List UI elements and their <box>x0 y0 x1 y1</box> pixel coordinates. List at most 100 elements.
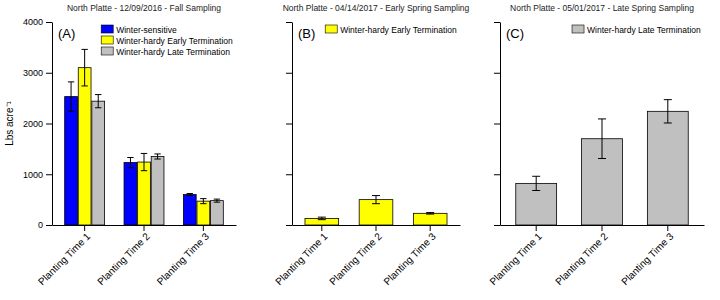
error-cap <box>598 118 606 119</box>
x-tick: Planting Time 2 <box>95 225 152 287</box>
legend-swatch <box>101 36 113 44</box>
error-bar <box>200 199 206 204</box>
bar <box>65 97 78 225</box>
x-tick-label: Planting Time 2 <box>553 230 610 287</box>
x-tick-mark <box>376 225 377 231</box>
plot-area <box>305 196 447 225</box>
legend: Winter-hardy Early Termination <box>325 25 457 35</box>
error-cap <box>81 49 87 50</box>
y-tick <box>494 73 500 74</box>
x-tick: Planting Time 3 <box>619 225 676 287</box>
error-cap <box>200 198 206 199</box>
legend-item: Winter-hardy Late Termination <box>101 47 230 57</box>
title: North Platte - 05/01/2017 - Late Spring … <box>510 3 694 13</box>
legend-swatch <box>325 25 337 33</box>
y-axis-line <box>500 23 501 226</box>
panel-label: (B) <box>298 26 315 41</box>
error-stem <box>130 158 131 168</box>
error-cap <box>426 212 434 213</box>
x-tick: Planting Time 1 <box>36 225 93 287</box>
y-tick-label: 1000 <box>23 170 43 180</box>
x-tick-mark <box>203 225 204 231</box>
x-tick: Planting Time 3 <box>381 225 438 287</box>
bar <box>197 201 210 225</box>
legend-label: Winter-sensitive <box>116 25 177 35</box>
error-bar <box>127 158 133 168</box>
error-stem <box>71 82 72 111</box>
error-cap <box>141 170 147 171</box>
error-bar <box>372 196 380 204</box>
legend-item: Winter-hardy Early Termination <box>325 25 457 35</box>
error-stem <box>157 154 158 159</box>
error-stem <box>98 95 99 108</box>
y-tick-mark <box>494 22 500 23</box>
y-tick-mark <box>286 22 292 23</box>
error-cap <box>214 202 220 203</box>
x-tick-label: Planting Time 3 <box>155 230 212 287</box>
panel: Planting Time 1Planting Time 2Planting T… <box>487 3 704 287</box>
error-cap <box>318 219 326 220</box>
bar <box>151 156 164 225</box>
error-bar <box>426 213 434 215</box>
y-tick <box>494 22 500 23</box>
y-tick-mark <box>46 73 52 74</box>
x-tick: Planting Time 1 <box>487 225 544 287</box>
y-tick-mark <box>46 225 52 226</box>
y-tick-mark <box>286 225 292 226</box>
error-bar <box>214 199 220 202</box>
error-cap <box>426 214 434 215</box>
error-bar <box>95 95 101 108</box>
legend-swatch <box>101 47 113 55</box>
error-bar <box>532 176 540 190</box>
y-axis <box>494 23 501 226</box>
y-tick-mark <box>46 22 52 23</box>
error-cap <box>532 190 540 191</box>
error-bar <box>154 154 160 159</box>
error-cap <box>95 94 101 95</box>
x-tick-label: Planting Time 1 <box>36 230 93 287</box>
error-cap <box>154 159 160 160</box>
error-cap <box>372 203 380 204</box>
x-tick: Planting Time 3 <box>155 225 212 287</box>
y-axis-line <box>52 23 53 226</box>
error-cap <box>214 199 220 200</box>
y-tick-mark <box>46 124 52 125</box>
error-cap <box>200 203 206 204</box>
error-stem <box>536 176 537 190</box>
y-tick <box>286 22 292 23</box>
legend-label: Winter-hardy Early Termination <box>340 25 457 35</box>
error-cap <box>68 81 74 82</box>
y-tick-label: 4000 <box>23 17 43 27</box>
x-tick-label: Planting Time 1 <box>273 230 330 287</box>
y-axis-line <box>292 23 293 226</box>
x-tick-mark <box>430 225 431 231</box>
bar <box>647 111 688 225</box>
error-bar <box>318 217 326 220</box>
bar <box>413 213 447 225</box>
y-axis: 01000200030004000 <box>23 17 53 230</box>
error-cap <box>81 85 87 86</box>
bar <box>92 101 105 225</box>
error-cap <box>664 99 672 100</box>
panel: 01000200030004000Planting Time 1Planting… <box>4 3 237 287</box>
x-tick-mark <box>667 225 668 231</box>
error-cap <box>154 153 160 154</box>
y-tick: 3000 <box>23 68 52 78</box>
error-bar <box>68 82 74 111</box>
y-tick: 2000 <box>23 119 52 129</box>
error-bar <box>81 49 87 86</box>
x-axis: Planting Time 1Planting Time 2Planting T… <box>36 225 237 287</box>
x-tick-label: Planting Time 2 <box>95 230 152 287</box>
x-tick-mark <box>144 225 145 231</box>
error-stem <box>144 153 145 170</box>
y-tick <box>286 174 292 175</box>
y-tick <box>494 124 500 125</box>
legend-label: Winter-hardy Late Termination <box>587 25 701 35</box>
y-tick-mark <box>494 225 500 226</box>
error-cap <box>68 111 74 112</box>
y-axis-title: Lbs acre⁻¹ <box>4 100 15 145</box>
y-tick-mark <box>286 73 292 74</box>
y-tick-mark <box>494 73 500 74</box>
x-axis: Planting Time 1Planting Time 2Planting T… <box>487 225 704 287</box>
y-tick <box>286 73 292 74</box>
